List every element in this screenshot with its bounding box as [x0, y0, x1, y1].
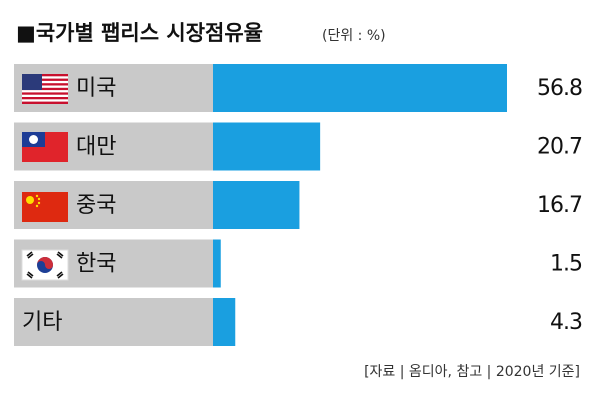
flag-cn: [22, 192, 68, 222]
flag-tw: [22, 132, 68, 162]
chart-title: ■국가별 팹리스 시장점유율: [16, 21, 263, 45]
bar: [213, 122, 321, 171]
category-label: 한국: [76, 252, 116, 277]
chart-subtitle: (단위 : %): [322, 28, 386, 44]
value-label: 20.7: [537, 135, 582, 160]
category-label: 미국: [76, 76, 116, 101]
flag-kr: [21, 249, 69, 281]
source-note: [자료 | 옴디아, 참고 | 2020년 기준]: [364, 364, 580, 380]
flags: [21, 74, 69, 281]
value-label: 56.8: [537, 76, 582, 101]
bar: [213, 239, 221, 288]
value-label: 1.5: [550, 252, 582, 277]
flag-us: [22, 74, 68, 104]
category-label: 중국: [76, 193, 116, 218]
bar: [213, 298, 236, 346]
value-label: 4.3: [550, 310, 582, 335]
value-label: 16.7: [537, 193, 582, 218]
bar: [213, 181, 300, 229]
label-box: [14, 298, 213, 346]
bar: [213, 64, 507, 112]
category-label: 대만: [76, 135, 116, 160]
category-label: 기타: [22, 310, 62, 335]
